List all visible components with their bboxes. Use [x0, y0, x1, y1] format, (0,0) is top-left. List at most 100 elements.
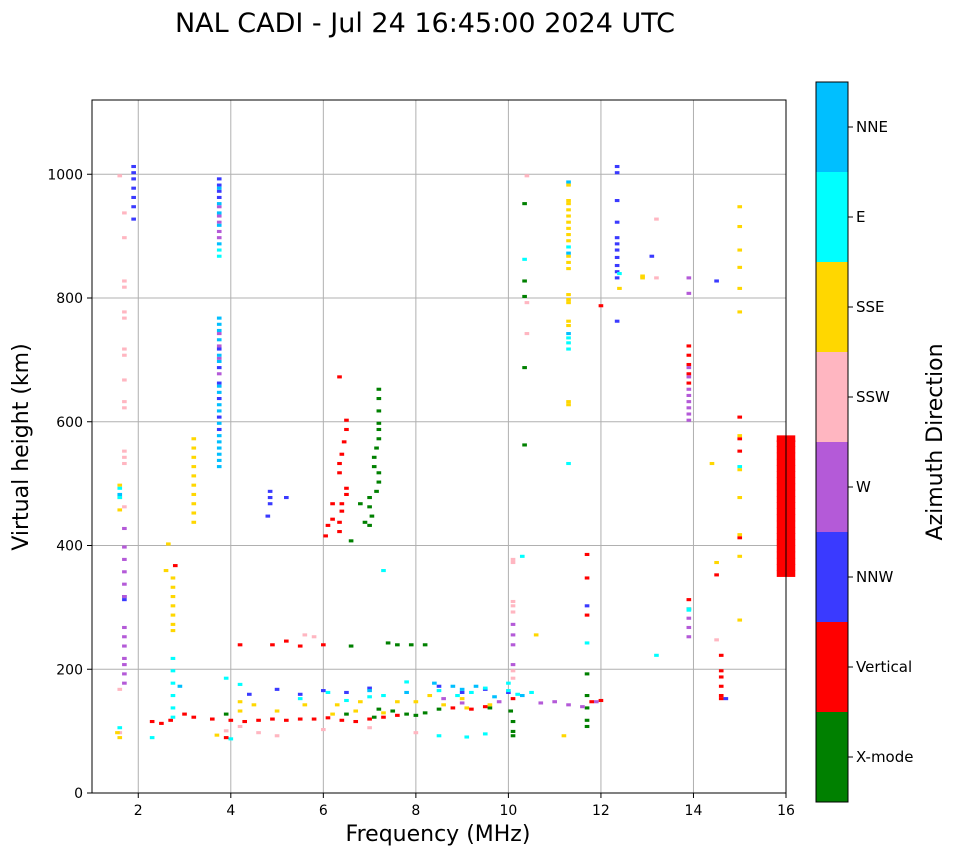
echo-point-e: [170, 706, 176, 710]
echo-point-nne: [216, 465, 222, 469]
echo-point-nne: [216, 434, 222, 438]
echo-point-sse: [191, 492, 197, 496]
echo-point-sse: [381, 711, 386, 715]
echo-point-vertical: [510, 697, 516, 701]
echo-point-vertical: [718, 697, 724, 701]
colorbar-segment-e: [816, 172, 848, 262]
echo-point-ssw: [714, 638, 719, 642]
echo-point-w: [216, 229, 222, 234]
echo-point-vertical: [344, 418, 349, 422]
echo-point-vertical: [325, 716, 331, 720]
echo-point-vertical: [159, 721, 164, 725]
echo-point-sse: [487, 703, 493, 707]
colorbar-frame: [815, 81, 849, 803]
echo-point-nnw: [614, 263, 620, 268]
echo-point-vertical: [172, 564, 178, 568]
echo-point-e: [344, 698, 349, 703]
echo-point-sse: [737, 434, 743, 438]
echo-point-ssw: [122, 236, 127, 240]
echo-point-nnw: [344, 690, 349, 694]
colorbar-segment-sse: [816, 262, 848, 352]
echo-point-ssw: [510, 604, 516, 608]
colorbar-label: X-mode: [856, 748, 913, 766]
echo-point-w: [686, 366, 692, 370]
echo-point-sse: [413, 700, 419, 704]
plot-background: [92, 100, 786, 793]
echo-point-sse: [737, 554, 743, 558]
echo-point-vertical: [714, 573, 719, 577]
echo-point-nnw: [297, 692, 303, 696]
echo-point-w: [538, 701, 544, 705]
echo-point-x-mode: [367, 496, 372, 500]
echo-point-ssw: [122, 347, 127, 351]
echo-point-e: [170, 694, 176, 698]
echo-point-sse: [117, 483, 123, 487]
echo-point-nnw: [614, 276, 620, 280]
echo-point-nne: [450, 684, 456, 688]
y-tick-label: 1000: [47, 167, 83, 183]
echo-point-x-mode: [510, 734, 516, 738]
echo-point-nne: [216, 328, 222, 333]
echo-point-x-mode: [508, 709, 514, 713]
echo-point-x-mode: [390, 709, 396, 713]
echo-point-vertical: [367, 717, 372, 721]
echo-point-x-mode: [376, 427, 382, 432]
echo-point-nne: [216, 458, 222, 462]
echo-point-nne: [216, 359, 222, 363]
y-tick-label: 600: [56, 415, 83, 431]
echo-point-w: [686, 375, 692, 379]
echo-point-x-mode: [436, 707, 442, 711]
echo-point-vertical: [297, 644, 303, 648]
colorbar-title: Azimuth Direction: [923, 343, 948, 540]
echo-point-e: [522, 257, 527, 261]
x-axis-ticks: 2 4 6 8 10 12 14 16: [134, 793, 795, 819]
echo-point-sse: [170, 576, 176, 580]
echo-point-sse: [566, 323, 571, 328]
echo-point-vertical: [270, 717, 275, 721]
echo-point-e: [506, 689, 511, 693]
echo-point-nne: [216, 390, 222, 394]
colorbar-label: NNW: [856, 568, 893, 586]
colorbar-label: Vertical: [856, 658, 912, 676]
echo-point-sse: [191, 520, 197, 524]
colorbar-label: SSE: [856, 298, 885, 316]
echo-point-vertical: [450, 706, 456, 710]
echo-point-x-mode: [395, 643, 400, 647]
echo-point-nnw: [216, 381, 222, 385]
echo-point-nnw: [267, 496, 273, 500]
echo-point-nnw: [131, 164, 136, 169]
echo-point-nne: [216, 223, 222, 227]
echo-point-w: [593, 700, 599, 704]
echo-point-ssw: [510, 557, 516, 561]
echo-point-ssw: [654, 276, 659, 280]
echo-point-sse: [737, 618, 743, 622]
echo-point-nnw: [265, 514, 271, 518]
echo-point-nnw: [614, 199, 620, 203]
echo-point-e: [297, 697, 303, 701]
echo-point-vertical: [353, 719, 359, 724]
echo-point-w: [566, 703, 571, 707]
echo-point-x-mode: [385, 641, 391, 645]
echo-point-nnw: [459, 690, 465, 694]
echo-point-vertical: [168, 718, 173, 722]
echo-point-vertical: [339, 502, 345, 506]
echo-point-w: [686, 393, 692, 397]
echo-point-e: [170, 669, 176, 673]
echo-point-sse: [566, 267, 571, 271]
echo-point-x-mode: [522, 279, 527, 283]
echo-point-nne: [216, 452, 222, 456]
echo-point-e: [436, 734, 442, 738]
colorbar-segment-nnw: [816, 532, 848, 622]
echo-point-vertical: [337, 530, 342, 534]
echo-point-sse: [191, 474, 197, 478]
echo-point-nnw: [614, 164, 620, 169]
y-tick-label: 400: [56, 539, 83, 555]
echo-point-sse: [191, 465, 197, 469]
echo-point-vertical: [395, 713, 400, 717]
echo-point-w: [686, 406, 692, 410]
echo-point-x-mode: [584, 706, 590, 710]
echo-point-nne: [566, 180, 571, 184]
echo-point-ssw: [122, 461, 127, 466]
echo-point-w: [122, 644, 127, 648]
echo-point-sse: [166, 542, 171, 546]
